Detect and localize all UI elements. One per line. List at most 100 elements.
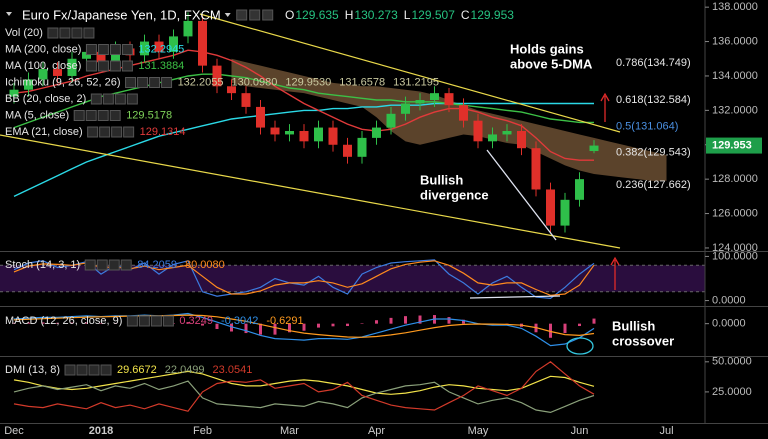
legend-icon[interactable] <box>121 60 133 72</box>
legend-icon[interactable] <box>126 315 138 327</box>
legend-icon[interactable] <box>111 126 123 138</box>
toolbar-icon[interactable] <box>249 9 261 21</box>
candle-body <box>285 131 294 135</box>
legend-icon[interactable] <box>120 259 132 271</box>
legend-value: -0.6291 <box>266 315 303 327</box>
y-tick-label: 100.0000 <box>712 250 758 262</box>
legend-icon[interactable] <box>100 364 112 376</box>
histogram-bar <box>317 323 320 328</box>
legend-icon[interactable] <box>114 93 126 105</box>
legend-icon[interactable] <box>88 364 100 376</box>
candle-body <box>415 100 425 104</box>
histogram-bar <box>186 322 190 324</box>
legend-icon[interactable] <box>47 27 59 39</box>
ohlc-value: 129.507 <box>411 8 455 22</box>
candle-body <box>38 69 48 80</box>
y-tick-label: 136.0000 <box>712 35 758 47</box>
legend-value: -0.3042 <box>221 315 258 327</box>
candle-body <box>241 93 251 107</box>
legend-icon[interactable] <box>76 364 88 376</box>
legend-icon[interactable] <box>162 315 174 327</box>
ohlc-value: 130.273 <box>354 8 398 22</box>
legend-icon[interactable] <box>59 27 71 39</box>
legend-value: 131.6578 <box>339 76 385 88</box>
legend-icon[interactable] <box>125 77 137 88</box>
legend-icon[interactable] <box>97 44 109 55</box>
legend-icon[interactable] <box>73 110 85 121</box>
menu-icon[interactable] <box>6 12 12 16</box>
histogram-bar <box>578 323 581 327</box>
y-tick-label: 128.0000 <box>712 173 758 185</box>
legend-icon[interactable] <box>83 27 95 39</box>
legend-icon[interactable] <box>109 110 121 121</box>
candle-body <box>82 51 91 59</box>
legend-icon[interactable] <box>85 110 97 121</box>
y-tick-label: 50.0000 <box>712 356 752 368</box>
toolbar-icon[interactable] <box>236 9 248 21</box>
legend-icon[interactable] <box>123 126 135 138</box>
x-tick-label: Jul <box>659 425 673 437</box>
annotation: divergence <box>420 187 489 202</box>
annotation: Bullish <box>420 172 463 187</box>
histogram-bar <box>549 323 552 338</box>
histogram-bar <box>346 323 349 327</box>
last-price-tag <box>706 137 762 154</box>
trendline <box>199 13 621 133</box>
histogram-bar <box>12 322 16 324</box>
legend-icon[interactable] <box>96 259 108 271</box>
annotation: Bullish <box>612 318 655 333</box>
legend-icon[interactable] <box>97 110 109 121</box>
histogram-bar <box>259 323 262 335</box>
annotation: Holds gains <box>510 41 584 56</box>
legend-icon[interactable] <box>121 44 133 55</box>
histogram-bar <box>56 322 59 324</box>
fib-label: 0.786(134.749) <box>616 57 691 69</box>
y-tick-label: 132.0000 <box>712 104 758 116</box>
toolbar-icon[interactable] <box>262 9 274 21</box>
candle-body <box>473 120 483 142</box>
legend-icon[interactable] <box>149 77 161 88</box>
histogram-bar <box>302 323 306 331</box>
legend-icon[interactable] <box>102 93 114 105</box>
legend-icon[interactable] <box>84 259 96 271</box>
legend-icon[interactable] <box>87 126 99 138</box>
legend-name: DMI (13, 8) <box>5 364 60 376</box>
legend-icon[interactable] <box>99 126 111 138</box>
legend-value: 131.3884 <box>138 60 184 72</box>
legend-icon[interactable] <box>97 60 109 72</box>
legend-icon[interactable] <box>161 77 173 88</box>
candle-body <box>183 20 193 37</box>
legend-value: 23.0541 <box>213 364 253 376</box>
ohlc-label: C <box>461 8 470 22</box>
histogram-bar <box>70 322 74 324</box>
arrow-head <box>600 92 610 102</box>
histogram-bar <box>114 323 117 324</box>
y-tick-label: 25.0000 <box>712 386 752 398</box>
legend-icon[interactable] <box>64 364 76 376</box>
indicator-line <box>13 370 595 395</box>
dropdown-icon[interactable] <box>224 13 231 17</box>
legend-icon[interactable] <box>85 44 97 55</box>
candle-body <box>270 127 280 135</box>
histogram-bar <box>27 322 30 324</box>
ichimoku-cloud <box>231 58 667 181</box>
y-tick-label: 124.0000 <box>712 242 758 254</box>
legend-icon[interactable] <box>108 259 120 271</box>
legend-icon[interactable] <box>90 93 102 105</box>
legend-icon[interactable] <box>109 60 121 72</box>
histogram-bar <box>201 323 204 326</box>
candle-body <box>314 127 323 142</box>
legend-icon[interactable] <box>85 60 97 72</box>
candle-body <box>140 41 149 56</box>
histogram-bar <box>462 319 465 324</box>
legend-icon[interactable] <box>109 44 121 55</box>
histogram-bar <box>215 323 219 329</box>
candle-body <box>299 131 309 142</box>
legend-icon[interactable] <box>150 315 162 327</box>
legend-icon[interactable] <box>126 93 138 105</box>
x-tick-label: Apr <box>368 425 385 437</box>
legend-icon[interactable] <box>71 27 83 39</box>
price-axis <box>705 0 768 424</box>
legend-icon[interactable] <box>137 77 149 88</box>
legend-icon[interactable] <box>138 315 150 327</box>
